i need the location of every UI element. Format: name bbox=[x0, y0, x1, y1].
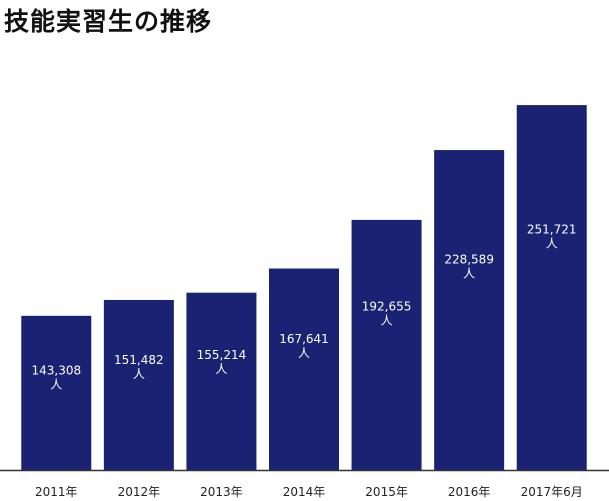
bar-2015年 bbox=[351, 219, 422, 470]
bar-2013年 bbox=[186, 292, 257, 470]
x-tick-label: 2015年 bbox=[365, 485, 408, 499]
value-unit-label: 人 bbox=[133, 367, 145, 381]
bar-2011年 bbox=[21, 315, 92, 470]
value-unit-label: 人 bbox=[546, 237, 558, 251]
value-label: 143,308 bbox=[31, 364, 81, 378]
chart-title: 技能実習生の推移 bbox=[4, 7, 213, 36]
value-labels-group: 143,308人151,482人155,214人167,641人192,655人… bbox=[31, 223, 576, 392]
value-unit-label: 人 bbox=[463, 267, 475, 281]
bar-2017年6月 bbox=[516, 105, 587, 471]
bar-2014年 bbox=[269, 268, 339, 470]
x-tick-label: 2016年 bbox=[448, 485, 491, 499]
value-label: 192,655 bbox=[362, 299, 412, 313]
x-tick-label: 2012年 bbox=[118, 485, 161, 499]
value-label: 251,721 bbox=[527, 223, 577, 237]
value-unit-label: 人 bbox=[298, 346, 310, 360]
value-unit-label: 人 bbox=[381, 313, 393, 327]
x-tick-label: 2014年 bbox=[283, 485, 326, 499]
x-tick-label: 2013年 bbox=[200, 485, 243, 499]
value-unit-label: 人 bbox=[215, 362, 227, 376]
value-unit-label: 人 bbox=[50, 378, 62, 392]
value-label: 155,214 bbox=[197, 348, 247, 362]
bar-2016年 bbox=[434, 150, 505, 470]
x-tick-label: 2017年6月 bbox=[521, 485, 583, 499]
x-tick-label: 2011年 bbox=[35, 485, 78, 499]
bars-group bbox=[21, 105, 587, 471]
bar-2012年 bbox=[103, 299, 174, 470]
x-axis-labels-group: 2011年 2012年 2013年 2014年 2015年 2016年 2017年6月 bbox=[35, 485, 583, 499]
value-label: 167,641 bbox=[279, 332, 329, 346]
value-label: 228,589 bbox=[444, 253, 494, 267]
value-label: 151,482 bbox=[114, 353, 164, 367]
